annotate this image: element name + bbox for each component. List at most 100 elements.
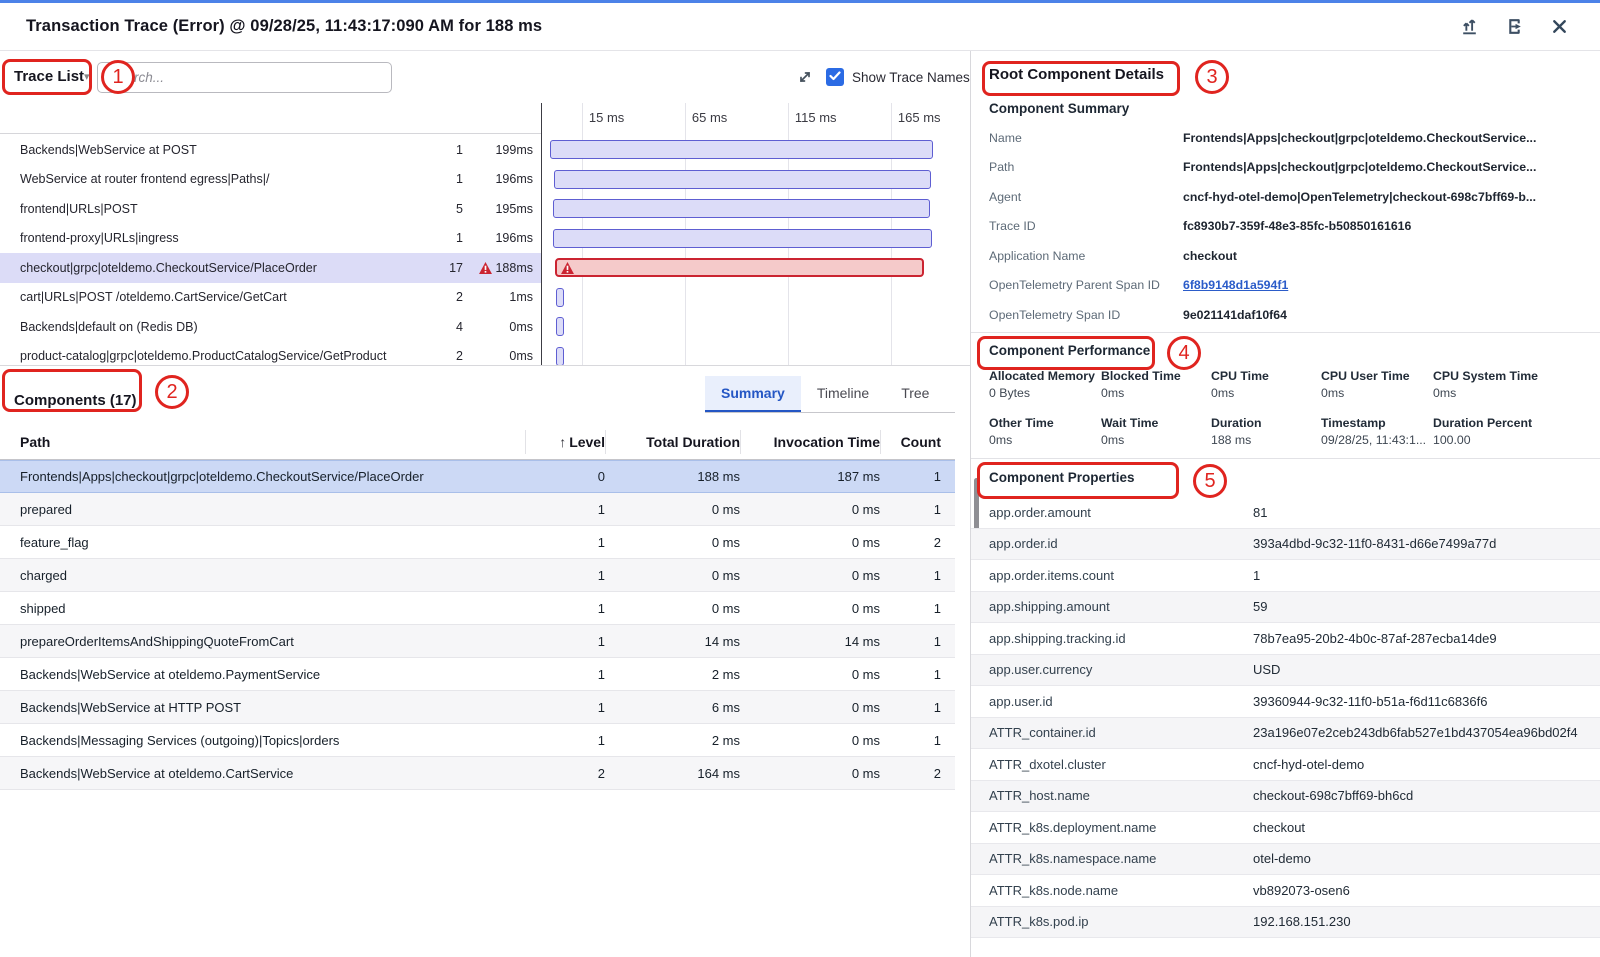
component-path: prepared	[0, 502, 525, 517]
component-invocation-time: 0 ms	[740, 535, 880, 550]
component-level: 1	[525, 700, 605, 715]
tab-tree[interactable]: Tree	[885, 376, 945, 413]
component-path: feature_flag	[0, 535, 525, 550]
trace-duration-bar[interactable]	[555, 258, 924, 277]
column-header-total-duration[interactable]: Total Duration	[605, 430, 740, 454]
component-count: 2	[880, 766, 955, 781]
component-total-duration: 0 ms	[605, 568, 740, 583]
component-row[interactable]: Frontends|Apps|checkout|grpc|oteldemo.Ch…	[0, 460, 955, 493]
component-row[interactable]: Backends|WebService at oteldemo.CartServ…	[0, 757, 955, 790]
trace-row[interactable]: cart|URLs|POST /oteldemo.CartService/Get…	[0, 283, 955, 313]
error-icon	[479, 262, 492, 274]
trace-name: product-catalog|grpc|oteldemo.ProductCat…	[0, 349, 418, 363]
export-icon[interactable]	[1504, 16, 1525, 37]
trace-duration-bar[interactable]	[553, 199, 930, 218]
trace-row[interactable]: frontend-proxy|URLs|ingress1196ms	[0, 224, 955, 254]
property-row[interactable]: ATTR_k8s.namespace.nameotel-demo	[971, 844, 1600, 876]
property-row[interactable]: ATTR_k8s.pod.ip192.168.151.230	[971, 907, 1600, 939]
trace-duration-bar[interactable]	[554, 170, 931, 189]
trace-duration-bar[interactable]	[550, 140, 933, 159]
component-row[interactable]: Backends|WebService at HTTP POST16 ms0 m…	[0, 691, 955, 724]
performance-metric: Wait Time 0ms	[1101, 416, 1211, 447]
summary-field-value: checkout	[1183, 249, 1589, 263]
property-row[interactable]: app.shipping.amount59	[971, 592, 1600, 624]
property-row[interactable]: ATTR_k8s.deployment.namecheckout	[971, 812, 1600, 844]
property-row[interactable]: app.shipping.tracking.id78b7ea95-20b2-4b…	[971, 623, 1600, 655]
trace-count: 5	[418, 202, 463, 216]
property-value: cncf-hyd-otel-demo	[1253, 757, 1600, 772]
tab-timeline[interactable]: Timeline	[801, 376, 885, 413]
component-row[interactable]: Backends|Messaging Services (outgoing)|T…	[0, 724, 955, 757]
performance-metric: Allocated Memory0 Bytes	[989, 369, 1101, 400]
column-header-invocation-time[interactable]: Invocation Time	[740, 430, 880, 454]
component-row[interactable]: prepared10 ms0 ms1	[0, 493, 955, 526]
trace-duration-bar[interactable]	[556, 347, 564, 366]
trace-row[interactable]: Backends|default on (Redis DB)40ms	[0, 312, 955, 342]
column-header-level[interactable]: ↑Level	[525, 430, 605, 454]
trace-row[interactable]: Backends|WebService at POST1199ms	[0, 135, 955, 165]
trace-waterfall-cell	[541, 165, 955, 195]
column-header-count[interactable]: Count	[880, 430, 955, 454]
component-row[interactable]: prepareOrderItemsAndShippingQuoteFromCar…	[0, 625, 955, 658]
trace-row[interactable]: product-catalog|grpc|oteldemo.ProductCat…	[0, 342, 955, 366]
component-row[interactable]: feature_flag10 ms0 ms2	[0, 526, 955, 559]
component-performance-grid: Allocated Memory0 BytesBlocked Time0msCP…	[989, 369, 1595, 447]
trace-row[interactable]: checkout|grpc|oteldemo.CheckoutService/P…	[0, 253, 955, 283]
component-count: 1	[880, 502, 955, 517]
chevron-down-icon[interactable]: ▾	[84, 70, 90, 83]
expand-icon[interactable]	[795, 67, 815, 87]
trace-duration-bar[interactable]	[553, 229, 932, 248]
component-row[interactable]: shipped10 ms0 ms1	[0, 592, 955, 625]
metric-value: 0ms	[1101, 433, 1211, 447]
trace-row-info: cart|URLs|POST /oteldemo.CartService/Get…	[0, 283, 541, 313]
property-value: checkout-698c7bff69-bh6cd	[1253, 788, 1600, 803]
trace-duration-bar[interactable]	[556, 288, 564, 307]
metric-label: Wait Time	[1101, 416, 1211, 430]
transaction-trace-window: Transaction Trace (Error) @ 09/28/25, 11…	[0, 0, 1600, 957]
property-row[interactable]: ATTR_k8s.node.namevb892073-osen6	[971, 875, 1600, 907]
upload-icon[interactable]	[1459, 16, 1480, 37]
trace-count: 1	[418, 172, 463, 186]
performance-metric: Other Time0ms	[989, 416, 1101, 447]
trace-count: 1	[418, 231, 463, 245]
show-trace-names-checkbox[interactable]	[826, 68, 844, 86]
components-tabs: SummaryTimelineTree	[705, 376, 945, 413]
component-count: 1	[880, 601, 955, 616]
property-key: ATTR_container.id	[971, 725, 1253, 740]
property-row[interactable]: app.order.items.count1	[971, 560, 1600, 592]
column-header-path[interactable]: Path	[0, 434, 525, 450]
span-id-link[interactable]: 6f8b9148d1a594f1	[1183, 278, 1288, 292]
component-level: 1	[525, 601, 605, 616]
property-row[interactable]: app.order.id393a4dbd-9c32-11f0-8431-d66e…	[971, 529, 1600, 561]
component-row[interactable]: charged10 ms0 ms1	[0, 559, 955, 592]
property-row[interactable]: app.user.id39360944-9c32-11f0-b51a-f6d11…	[971, 686, 1600, 718]
component-total-duration: 0 ms	[605, 535, 740, 550]
property-row[interactable]: ATTR_container.id23a196e07e2ceb243db6fab…	[971, 718, 1600, 750]
component-path: charged	[0, 568, 525, 583]
property-row[interactable]: ATTR_host.namecheckout-698c7bff69-bh6cd	[971, 781, 1600, 813]
timeline-tick-label: 165 ms	[898, 110, 941, 125]
summary-field-label: Path	[989, 160, 1183, 174]
tab-summary[interactable]: Summary	[705, 376, 801, 413]
search-input[interactable]	[97, 62, 392, 93]
component-total-duration: 0 ms	[605, 502, 740, 517]
component-row[interactable]: Backends|WebService at oteldemo.PaymentS…	[0, 658, 955, 691]
property-row[interactable]: app.user.currencyUSD	[971, 655, 1600, 687]
property-row[interactable]: app.order.amount81	[971, 497, 1600, 529]
details-title: Root Component Details	[989, 66, 1164, 83]
property-value: 192.168.151.230	[1253, 914, 1600, 929]
summary-field-label: OpenTelemetry Span ID	[989, 308, 1183, 322]
close-icon[interactable]	[1549, 16, 1570, 37]
trace-duration: 195ms	[463, 202, 533, 216]
trace-duration: 199ms	[463, 143, 533, 157]
performance-metric: Duration Percent100.00	[1433, 416, 1595, 447]
show-trace-names-label[interactable]: Show Trace Names	[852, 70, 970, 85]
trace-row[interactable]: WebService at router frontend egress|Pat…	[0, 165, 955, 195]
property-row[interactable]: ATTR_dxotel.clustercncf-hyd-otel-demo	[971, 749, 1600, 781]
trace-row[interactable]: frontend|URLs|POST5195ms	[0, 194, 955, 224]
component-level: 0	[525, 469, 605, 484]
property-key: app.user.currency	[971, 662, 1253, 677]
trace-duration-bar[interactable]	[556, 317, 564, 336]
property-key: app.shipping.amount	[971, 599, 1253, 614]
metric-label: Blocked Time	[1101, 369, 1211, 383]
